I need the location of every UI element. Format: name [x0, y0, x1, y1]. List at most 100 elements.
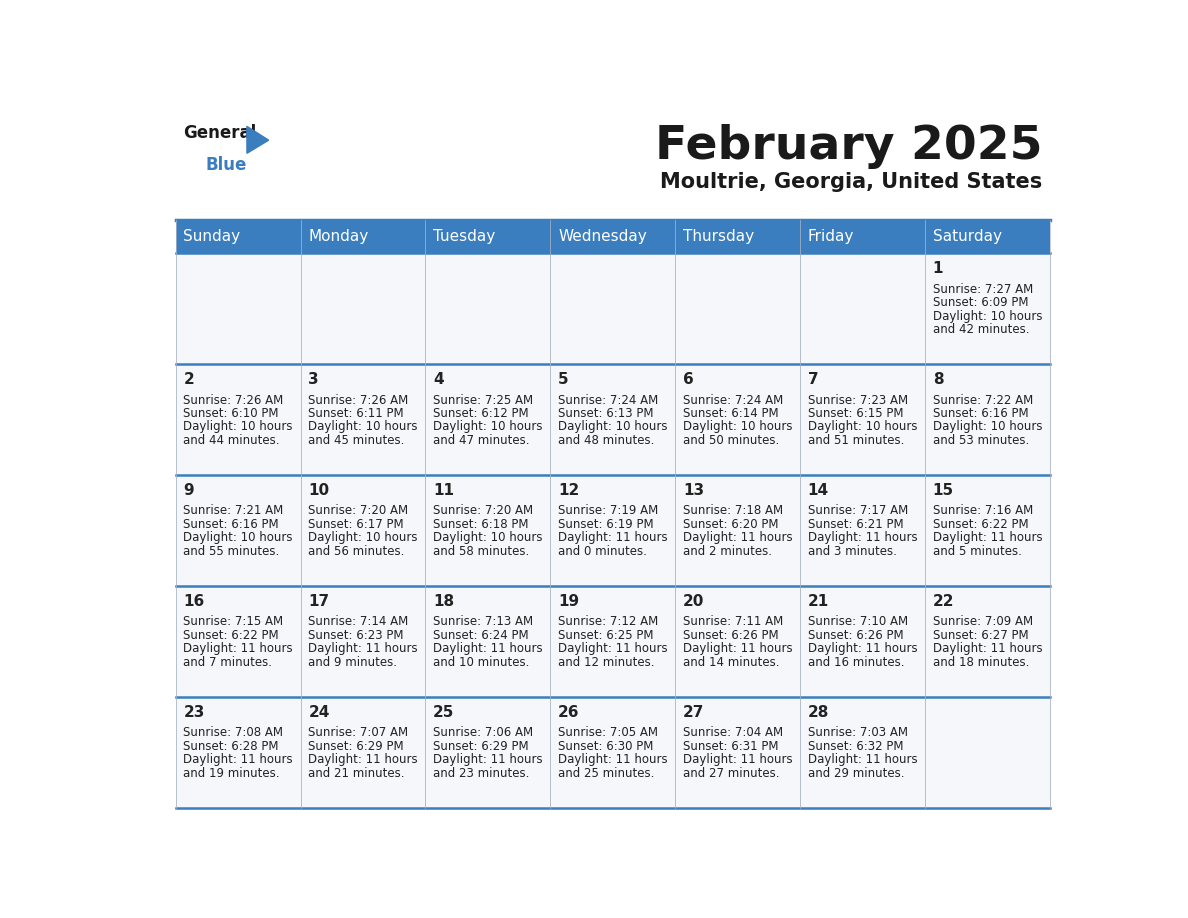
Text: Sunset: 6:29 PM: Sunset: 6:29 PM — [434, 740, 529, 753]
Text: Sunrise: 7:23 AM: Sunrise: 7:23 AM — [808, 394, 908, 407]
Text: 4: 4 — [434, 372, 444, 387]
Text: and 42 minutes.: and 42 minutes. — [933, 323, 1029, 336]
FancyBboxPatch shape — [800, 364, 925, 476]
Text: Monday: Monday — [308, 229, 368, 244]
FancyBboxPatch shape — [925, 697, 1050, 808]
Text: Daylight: 10 hours: Daylight: 10 hours — [308, 420, 418, 433]
Text: and 2 minutes.: and 2 minutes. — [683, 544, 772, 558]
Text: and 7 minutes.: and 7 minutes. — [183, 655, 272, 668]
Text: 16: 16 — [183, 594, 204, 609]
Text: 6: 6 — [683, 372, 694, 387]
Text: Sunset: 6:12 PM: Sunset: 6:12 PM — [434, 407, 529, 420]
Text: Sunset: 6:22 PM: Sunset: 6:22 PM — [933, 518, 1029, 531]
Text: Sunset: 6:32 PM: Sunset: 6:32 PM — [808, 740, 903, 753]
Text: Daylight: 10 hours: Daylight: 10 hours — [808, 420, 917, 433]
Text: 23: 23 — [183, 705, 204, 720]
Text: 14: 14 — [808, 483, 829, 498]
Text: Daylight: 10 hours: Daylight: 10 hours — [434, 532, 543, 544]
Text: Daylight: 10 hours: Daylight: 10 hours — [308, 532, 418, 544]
Text: 22: 22 — [933, 594, 954, 609]
Text: Daylight: 11 hours: Daylight: 11 hours — [558, 753, 668, 767]
FancyBboxPatch shape — [800, 697, 925, 808]
Text: and 47 minutes.: and 47 minutes. — [434, 434, 530, 447]
Text: Sunset: 6:29 PM: Sunset: 6:29 PM — [308, 740, 404, 753]
Text: Daylight: 11 hours: Daylight: 11 hours — [683, 643, 792, 655]
Text: Sunset: 6:20 PM: Sunset: 6:20 PM — [683, 518, 778, 531]
Text: Sunrise: 7:26 AM: Sunrise: 7:26 AM — [308, 394, 409, 407]
Text: and 48 minutes.: and 48 minutes. — [558, 434, 655, 447]
Polygon shape — [247, 127, 268, 153]
Text: Daylight: 11 hours: Daylight: 11 hours — [308, 753, 418, 767]
Text: Sunset: 6:27 PM: Sunset: 6:27 PM — [933, 629, 1029, 642]
Text: 10: 10 — [308, 483, 329, 498]
Text: 19: 19 — [558, 594, 580, 609]
Text: Daylight: 11 hours: Daylight: 11 hours — [808, 532, 917, 544]
Text: and 14 minutes.: and 14 minutes. — [683, 655, 779, 668]
FancyBboxPatch shape — [425, 253, 550, 364]
Text: Daylight: 11 hours: Daylight: 11 hours — [434, 643, 543, 655]
Text: and 23 minutes.: and 23 minutes. — [434, 767, 530, 779]
Text: 9: 9 — [183, 483, 194, 498]
FancyBboxPatch shape — [176, 253, 301, 364]
Text: 8: 8 — [933, 372, 943, 387]
Text: Sunset: 6:23 PM: Sunset: 6:23 PM — [308, 629, 404, 642]
Text: Sunrise: 7:03 AM: Sunrise: 7:03 AM — [808, 726, 908, 739]
Text: Sunset: 6:13 PM: Sunset: 6:13 PM — [558, 407, 653, 420]
FancyBboxPatch shape — [800, 253, 925, 364]
Text: Sunset: 6:14 PM: Sunset: 6:14 PM — [683, 407, 778, 420]
Text: Daylight: 11 hours: Daylight: 11 hours — [683, 753, 792, 767]
Text: Sunrise: 7:25 AM: Sunrise: 7:25 AM — [434, 394, 533, 407]
Text: Sunrise: 7:07 AM: Sunrise: 7:07 AM — [308, 726, 409, 739]
FancyBboxPatch shape — [925, 476, 1050, 586]
Text: Daylight: 10 hours: Daylight: 10 hours — [933, 420, 1042, 433]
Text: Thursday: Thursday — [683, 229, 754, 244]
FancyBboxPatch shape — [550, 253, 675, 364]
Text: Sunrise: 7:13 AM: Sunrise: 7:13 AM — [434, 615, 533, 628]
Text: and 21 minutes.: and 21 minutes. — [308, 767, 405, 779]
Text: Sunset: 6:31 PM: Sunset: 6:31 PM — [683, 740, 778, 753]
Text: Friday: Friday — [808, 229, 854, 244]
Text: Daylight: 11 hours: Daylight: 11 hours — [434, 753, 543, 767]
Text: Moultrie, Georgia, United States: Moultrie, Georgia, United States — [659, 172, 1042, 192]
Text: Sunrise: 7:05 AM: Sunrise: 7:05 AM — [558, 726, 658, 739]
Text: and 3 minutes.: and 3 minutes. — [808, 544, 897, 558]
Text: 15: 15 — [933, 483, 954, 498]
Text: Daylight: 10 hours: Daylight: 10 hours — [683, 420, 792, 433]
FancyBboxPatch shape — [425, 697, 550, 808]
Text: Daylight: 10 hours: Daylight: 10 hours — [434, 420, 543, 433]
Text: Sunset: 6:28 PM: Sunset: 6:28 PM — [183, 740, 279, 753]
Text: Sunrise: 7:04 AM: Sunrise: 7:04 AM — [683, 726, 783, 739]
Text: Daylight: 11 hours: Daylight: 11 hours — [683, 532, 792, 544]
Text: Daylight: 11 hours: Daylight: 11 hours — [808, 753, 917, 767]
Text: and 58 minutes.: and 58 minutes. — [434, 544, 530, 558]
Text: Daylight: 11 hours: Daylight: 11 hours — [808, 643, 917, 655]
Text: Sunset: 6:17 PM: Sunset: 6:17 PM — [308, 518, 404, 531]
FancyBboxPatch shape — [176, 586, 301, 697]
Text: Tuesday: Tuesday — [434, 229, 495, 244]
Text: 7: 7 — [808, 372, 819, 387]
Text: Daylight: 10 hours: Daylight: 10 hours — [558, 420, 668, 433]
Text: General: General — [183, 124, 257, 142]
Text: Sunday: Sunday — [183, 229, 240, 244]
Text: Sunset: 6:21 PM: Sunset: 6:21 PM — [808, 518, 903, 531]
Text: 5: 5 — [558, 372, 569, 387]
Text: 12: 12 — [558, 483, 580, 498]
FancyBboxPatch shape — [675, 586, 800, 697]
Text: 26: 26 — [558, 705, 580, 720]
FancyBboxPatch shape — [301, 253, 425, 364]
Text: Wednesday: Wednesday — [558, 229, 646, 244]
FancyBboxPatch shape — [301, 586, 425, 697]
Text: Sunset: 6:15 PM: Sunset: 6:15 PM — [808, 407, 903, 420]
FancyBboxPatch shape — [301, 364, 425, 476]
Text: Sunrise: 7:06 AM: Sunrise: 7:06 AM — [434, 726, 533, 739]
Text: and 0 minutes.: and 0 minutes. — [558, 544, 647, 558]
Text: Sunrise: 7:12 AM: Sunrise: 7:12 AM — [558, 615, 658, 628]
Text: Daylight: 10 hours: Daylight: 10 hours — [933, 309, 1042, 322]
Text: Sunset: 6:22 PM: Sunset: 6:22 PM — [183, 629, 279, 642]
Text: Daylight: 11 hours: Daylight: 11 hours — [183, 753, 293, 767]
FancyBboxPatch shape — [800, 586, 925, 697]
FancyBboxPatch shape — [425, 364, 550, 476]
Text: 25: 25 — [434, 705, 455, 720]
Text: and 29 minutes.: and 29 minutes. — [808, 767, 904, 779]
Text: Sunset: 6:16 PM: Sunset: 6:16 PM — [183, 518, 279, 531]
